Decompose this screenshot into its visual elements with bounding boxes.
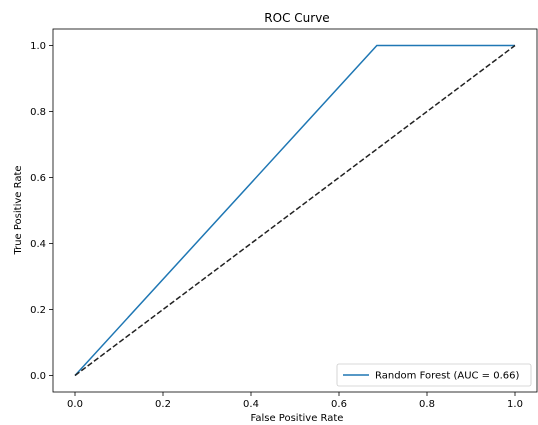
legend-entry: Random Forest (AUC = 0.66) [375, 371, 519, 382]
chance-diagonal-line [74, 44, 516, 377]
axis-ticks: 0.0 0.2 0.4 0.6 0.8 1.0 0.0 0.2 0.4 0.6 0.8 1.0 [30, 41, 523, 410]
y-tick-label: 0.8 [30, 107, 46, 118]
x-tick-label: 0.6 [331, 399, 347, 410]
plot-area [52, 28, 538, 393]
y-tick-label: 0.4 [30, 239, 46, 250]
legend-box [336, 363, 532, 387]
y-tick-label: 0.2 [30, 305, 46, 316]
plot-frame [52, 28, 538, 393]
y-tick-label: 1.0 [30, 41, 46, 52]
x-tick-label: 0.0 [67, 399, 83, 410]
roc-curve-line [74, 44, 515, 377]
x-axis-title: False Positive Rate [251, 413, 344, 424]
x-tick-label: 0.2 [155, 399, 171, 410]
y-axis-title: True Positive Rate [13, 165, 24, 255]
x-tick-label: 0.4 [243, 399, 259, 410]
y-tick-label: 0.0 [30, 371, 46, 382]
x-tick-label: 0.8 [419, 399, 435, 410]
legend: Random Forest (AUC = 0.66) [336, 363, 532, 387]
y-tick-label: 0.6 [30, 173, 46, 184]
series-lines [74, 44, 516, 377]
x-tick-label: 1.0 [507, 399, 523, 410]
chart-title: ROC Curve [264, 11, 329, 25]
